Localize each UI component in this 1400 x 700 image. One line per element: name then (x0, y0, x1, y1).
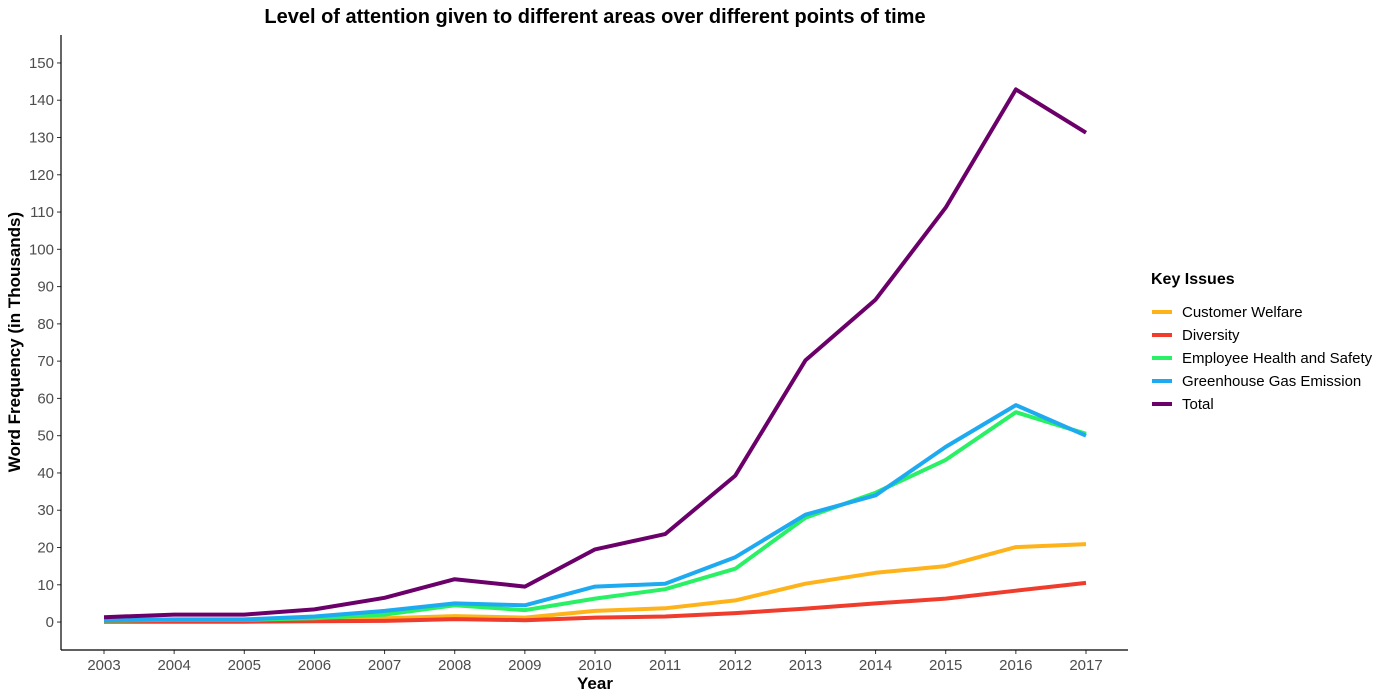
series-line-employee-health-and-safety (103, 410, 1087, 623)
x-tick-label: 2010 (578, 657, 611, 674)
series-line-diversity (104, 580, 1087, 624)
x-tick-label: 2016 (999, 657, 1032, 674)
x-tick-label: 2007 (368, 657, 401, 674)
x-tick-label: 2006 (298, 657, 331, 674)
y-tick-label: 90 (37, 279, 54, 296)
x-tick-label: 2015 (929, 657, 962, 674)
legend-title: Key Issues (1151, 271, 1235, 288)
y-tick-label: 10 (37, 577, 54, 594)
x-axis-title: Year (577, 674, 613, 693)
x-axis-ticks: 2003 2004 2005 2006 2007 2008 2009 2010 2011 2012… (87, 650, 1103, 674)
x-tick-label: 2012 (719, 657, 752, 674)
x-tick-label: 2013 (789, 657, 822, 674)
y-tick-label: 70 (37, 353, 54, 370)
x-tick-label: 2014 (859, 657, 892, 674)
x-tick-label: 2003 (87, 657, 120, 674)
x-tick-label: 2005 (228, 657, 261, 674)
x-tick-label: 2004 (157, 657, 190, 674)
x-tick-label: 2009 (508, 657, 541, 674)
y-tick-label: 40 (37, 465, 54, 482)
legend: Key Issues Customer Welfare Diversity Empl… (1151, 271, 1373, 413)
y-tick-label: 60 (37, 390, 54, 407)
plot-area (103, 87, 1088, 624)
y-tick-label: 0 (46, 614, 54, 631)
y-tick-label: 140 (29, 92, 54, 109)
legend-label-customer-welfare: Customer Welfare (1182, 304, 1303, 321)
y-tick-label: 50 (37, 428, 54, 445)
y-tick-label: 100 (29, 241, 54, 258)
y-axis-title: Word Frequency (in Thousands) (5, 212, 24, 472)
legend-label-total: Total (1182, 396, 1214, 413)
x-tick-label: 2017 (1069, 657, 1102, 674)
y-axis-ticks: 0 10 20 30 40 50 60 70 80 90 100 110 120 130 140 150 (29, 55, 61, 631)
chart-title: Level of attention given to different ar… (264, 6, 925, 28)
y-tick-label: 30 (37, 502, 54, 519)
y-tick-label: 110 (30, 204, 54, 221)
legend-label-diversity: Diversity (1182, 327, 1240, 344)
legend-label-employee-health-and-safety: Employee Health and Safety (1182, 350, 1373, 367)
series-line-greenhouse-gas-emission (103, 403, 1087, 623)
legend-label-greenhouse-gas-emission: Greenhouse Gas Emission (1182, 373, 1361, 390)
y-tick-label: 80 (37, 316, 54, 333)
y-tick-label: 150 (29, 55, 54, 72)
y-tick-label: 120 (29, 167, 54, 184)
series-line-customer-welfare (103, 542, 1087, 624)
y-tick-label: 130 (29, 130, 54, 147)
x-tick-label: 2011 (649, 657, 681, 674)
x-tick-label: 2008 (438, 657, 471, 674)
series-line-total (103, 87, 1088, 620)
y-tick-label: 20 (37, 540, 54, 557)
